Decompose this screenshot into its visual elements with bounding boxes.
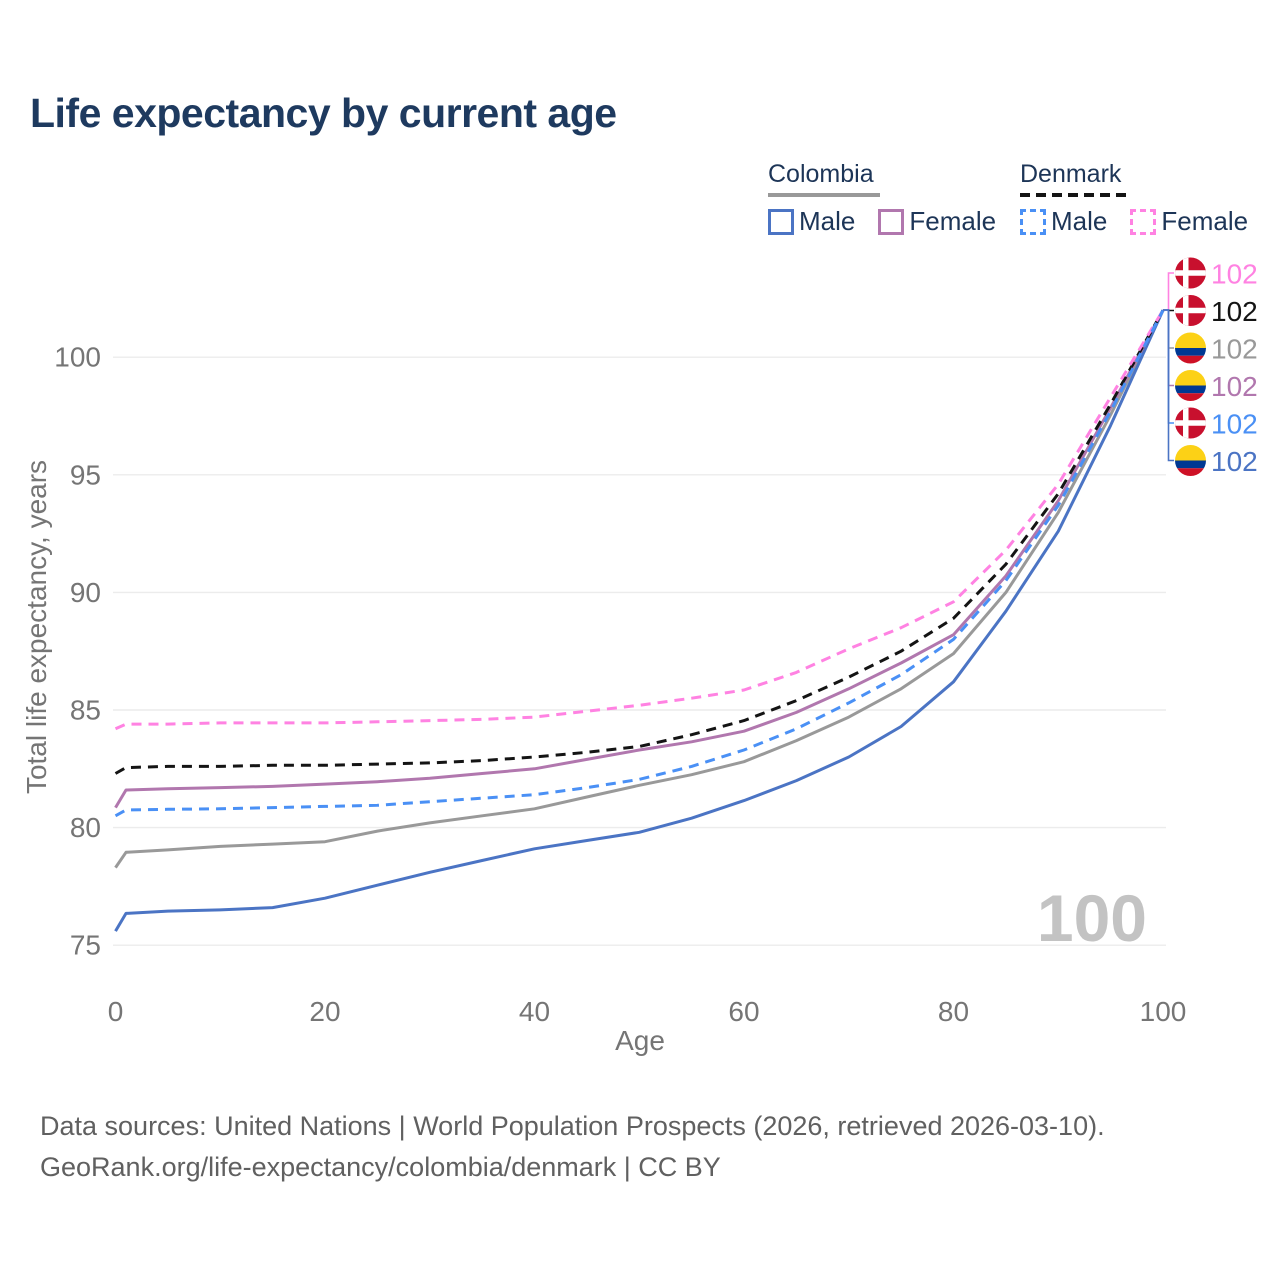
footer: Data sources: United Nations | World Pop… bbox=[40, 1106, 1105, 1188]
col-m-end-label: 102 bbox=[1211, 446, 1258, 477]
legend-group-colombia: Colombia Male Female bbox=[768, 160, 996, 237]
den-t-line[interactable] bbox=[114, 309, 1165, 775]
y-tick-label-75: 75 bbox=[70, 930, 101, 961]
colombia-flag-icon bbox=[1175, 445, 1206, 476]
y-tick-label-85: 85 bbox=[70, 695, 101, 726]
den-m-line[interactable] bbox=[114, 309, 1165, 818]
colombia-female-swatch bbox=[878, 208, 905, 235]
den-f-line[interactable] bbox=[114, 309, 1165, 731]
legend-item-colombia-female[interactable]: Female bbox=[878, 206, 996, 237]
page-title: Life expectancy by current age bbox=[30, 90, 617, 136]
colombia-total-line-swatch bbox=[768, 193, 880, 197]
series-layer bbox=[114, 309, 1165, 932]
y-tick-label-80: 80 bbox=[70, 812, 101, 843]
legend-label-colombia-female: Female bbox=[909, 206, 997, 236]
x-tick-label-80: 80 bbox=[938, 996, 969, 1027]
col-t-line[interactable] bbox=[114, 309, 1165, 869]
colombia-flag-icon bbox=[1175, 333, 1206, 364]
legend-denmark-header[interactable]: Denmark bbox=[1020, 160, 1122, 188]
denmark-flag-icon bbox=[1175, 258, 1206, 289]
x-tick-label-0: 0 bbox=[108, 996, 124, 1027]
x-tick-label-100: 100 bbox=[1140, 996, 1187, 1027]
legend-denmark-items: Male Female bbox=[1020, 206, 1248, 237]
y-tick-label-100: 100 bbox=[54, 342, 101, 373]
x-tick-label-40: 40 bbox=[519, 996, 550, 1027]
y-axis-title: Total life expectancy, years bbox=[21, 460, 52, 794]
col-m-line[interactable] bbox=[114, 309, 1165, 932]
annotation-layer: 102 102 102 102 102 102 bbox=[1163, 258, 1258, 477]
col-m-leader-line bbox=[1163, 309, 1174, 462]
colombia-flag-icon bbox=[1175, 370, 1206, 401]
y-tick-label-90: 90 bbox=[70, 577, 101, 608]
x-axis-title: Age bbox=[615, 1025, 665, 1056]
denmark-female-swatch bbox=[1130, 208, 1157, 235]
legend-item-denmark-female[interactable]: Female bbox=[1130, 206, 1248, 237]
legend-colombia-header[interactable]: Colombia bbox=[768, 160, 874, 188]
den-f-end-label: 102 bbox=[1211, 259, 1258, 290]
data-sources-line: Data sources: United Nations | World Pop… bbox=[40, 1111, 1105, 1141]
legend-label-colombia-male: Male bbox=[799, 206, 856, 236]
legend-label-denmark-female: Female bbox=[1161, 206, 1249, 236]
x-tick-label-20: 20 bbox=[309, 996, 340, 1027]
col-t-end-label: 102 bbox=[1211, 334, 1258, 365]
y-tick-label-95: 95 bbox=[70, 459, 101, 490]
legend-label-denmark-male: Male bbox=[1051, 206, 1108, 236]
colombia-male-swatch bbox=[768, 208, 794, 235]
col-f-line[interactable] bbox=[114, 309, 1165, 809]
den-f-leader-line bbox=[1163, 272, 1174, 311]
current-age-watermark: 100 bbox=[1037, 881, 1147, 955]
denmark-total-line-swatch bbox=[1020, 193, 1130, 197]
attribution-line: GeoRank.org/life-expectancy/colombia/den… bbox=[40, 1152, 721, 1182]
legend-colombia-items: Male Female bbox=[768, 206, 996, 237]
den-t-end-label: 102 bbox=[1211, 296, 1258, 327]
x-tick-label-60: 60 bbox=[728, 996, 759, 1027]
legend-group-denmark: Denmark Male Female bbox=[1020, 160, 1248, 237]
col-f-end-label: 102 bbox=[1211, 371, 1258, 402]
den-m-end-label: 102 bbox=[1211, 409, 1258, 440]
legend-item-colombia-male[interactable]: Male bbox=[768, 206, 855, 237]
legend-item-denmark-male[interactable]: Male bbox=[1020, 206, 1107, 237]
denmark-flag-icon bbox=[1175, 408, 1206, 439]
grid-layer: 75 80 85 90 95 100 0 20 40 60 80 100 bbox=[54, 342, 1186, 1027]
denmark-male-swatch bbox=[1020, 208, 1046, 235]
denmark-flag-icon bbox=[1175, 295, 1206, 326]
